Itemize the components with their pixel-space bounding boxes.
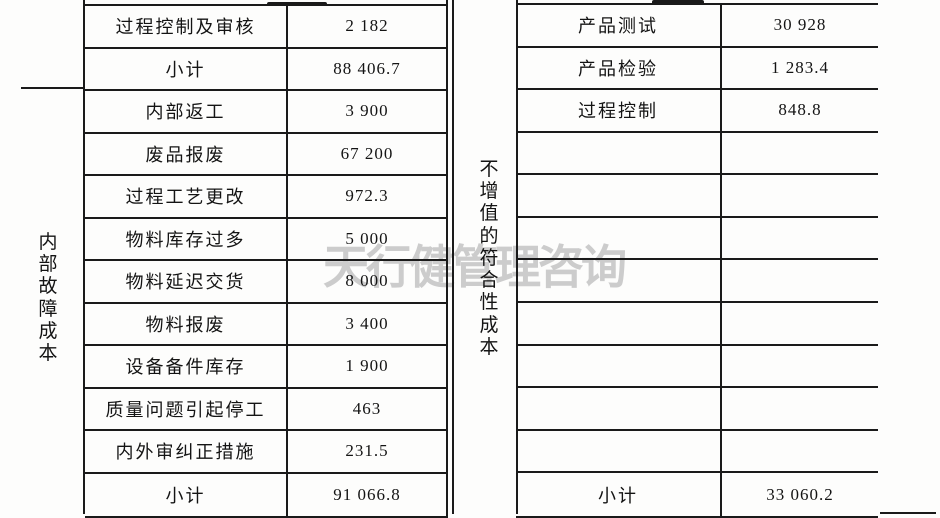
- empty-cell: [722, 388, 878, 429]
- empty-cell: [722, 303, 878, 344]
- left-category-label: 内部故障成本: [38, 232, 58, 365]
- table-row-empty: [516, 260, 878, 304]
- scan-artifact: [652, 0, 704, 5]
- center-divider-line: [446, 0, 448, 518]
- table-row-empty: [516, 303, 878, 346]
- table-row: 废品报废 67 200: [85, 133, 446, 176]
- cost-item-value: 463: [352, 398, 382, 418]
- subtotal-label: 小计: [516, 473, 722, 516]
- empty-cell: [722, 218, 878, 259]
- table-row: 设备备件库存 1 900: [85, 346, 446, 389]
- empty-cell: [722, 346, 878, 387]
- cost-item-label: 内部返工: [85, 91, 288, 132]
- cost-item-value: 848.8: [778, 100, 822, 120]
- empty-cell: [516, 132, 722, 174]
- left-category-divider-line: [21, 87, 83, 89]
- table-row: 产品测试 30 928: [516, 5, 878, 48]
- cost-item-value: 3 400: [345, 313, 389, 333]
- empty-cell: [516, 260, 722, 302]
- cost-item-label: 过程工艺更改: [85, 176, 288, 217]
- empty-cell: [722, 260, 878, 301]
- subtotal-value: 91 066.8: [333, 484, 401, 504]
- table-row-empty: [516, 175, 878, 218]
- empty-cell: [722, 431, 878, 472]
- cost-item-label: 物料库存过多: [85, 218, 288, 259]
- cost-item-label: 内外审纠正措施: [85, 431, 288, 472]
- cost-item-label: 过程控制及审核: [85, 6, 288, 47]
- table-row: 物料报废 3 400: [85, 303, 446, 346]
- table-row: 产品检验 1 283.4: [516, 47, 878, 91]
- empty-cell: [516, 388, 722, 429]
- subtotal-label: 小计: [85, 473, 288, 516]
- empty-cell: [516, 303, 722, 344]
- table-row: 内部返工 3 900: [85, 91, 446, 134]
- subtotal-value: 33 060.2: [766, 484, 834, 504]
- empty-cell: [722, 175, 878, 216]
- cost-item-value: 67 200: [340, 143, 394, 163]
- table-row: 小计 33 060.2: [516, 473, 878, 516]
- empty-cell: [516, 345, 722, 387]
- cost-item-label: 设备备件库存: [85, 346, 288, 387]
- empty-cell: [516, 217, 722, 259]
- subtotal-label: 小计: [85, 48, 288, 89]
- empty-cell: [516, 175, 722, 216]
- cost-item-label: 质量问题引起停工: [85, 388, 288, 429]
- cost-item-value: 2 182: [345, 16, 389, 36]
- table-row-empty: [516, 345, 878, 389]
- cost-item-value: 1 900: [345, 356, 389, 376]
- left-category-column-border: [83, 0, 85, 514]
- cost-item-value: 972.3: [345, 186, 389, 206]
- table-row: 小计 91 066.8: [85, 473, 446, 516]
- table-row: 物料延迟交货 8 000: [85, 261, 446, 304]
- cost-item-value: 1 283.4: [771, 57, 829, 77]
- cost-item-value: 231.5: [345, 441, 389, 461]
- table-row-empty: [516, 388, 878, 431]
- nonvalue-conformance-cost-table: 产品测试 30 928 产品检验 1 283.4 过程控制 848.8: [516, 3, 878, 518]
- table-row: 过程工艺更改 972.3: [85, 176, 446, 219]
- table-row: 过程控制 848.8: [516, 90, 878, 133]
- table-row: 内外审纠正措施 231.5: [85, 431, 446, 474]
- cost-item-label: 产品检验: [516, 47, 722, 89]
- cost-item-value: 5 000: [345, 228, 389, 248]
- table-row-empty: [516, 132, 878, 176]
- bottom-border-dash: [880, 512, 936, 514]
- table-row-empty: [516, 217, 878, 261]
- subtotal-value: 88 406.7: [333, 58, 401, 78]
- cost-item-label: 过程控制: [516, 90, 722, 131]
- cost-item-value: 3 900: [345, 101, 389, 121]
- table-row: 小计 88 406.7: [85, 48, 446, 91]
- right-category-column: [452, 0, 518, 514]
- table-row: 过程控制及审核 2 182: [85, 6, 446, 49]
- cost-item-value: 30 928: [773, 15, 827, 35]
- cost-item-label: 产品测试: [516, 5, 722, 46]
- right-category-label: 不增值的符合性成本: [479, 159, 499, 358]
- cost-item-label: 废品报废: [85, 133, 288, 174]
- internal-failure-cost-table: 过程控制及审核 2 182 小计 88 406.7 内部返工 3 900 废品报…: [85, 4, 446, 518]
- table-row: 物料库存过多 5 000: [85, 218, 446, 261]
- watermark-text: 天行健管理咨询: [323, 242, 627, 293]
- cost-item-label: 物料报废: [85, 303, 288, 344]
- empty-cell: [722, 133, 878, 174]
- table-row: 质量问题引起停工 463: [85, 388, 446, 431]
- cost-item-label: 物料延迟交货: [85, 261, 288, 302]
- table-row-empty: [516, 430, 878, 474]
- cost-item-value: 8 000: [345, 271, 389, 291]
- empty-cell: [516, 430, 722, 472]
